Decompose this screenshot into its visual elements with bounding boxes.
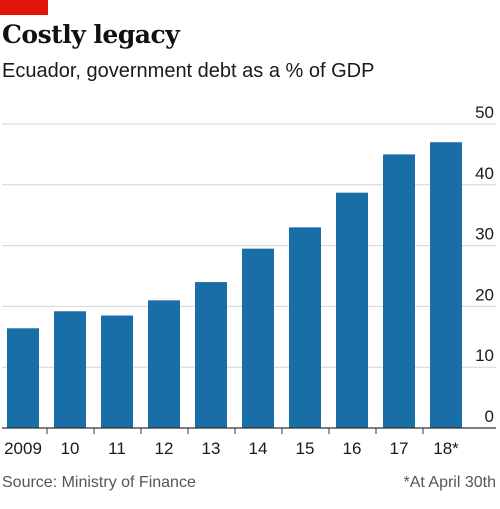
bar (54, 311, 86, 428)
x-tick-label: 13 (202, 439, 221, 458)
source-note: Source: Ministry of Finance (2, 474, 196, 491)
bar (430, 142, 462, 429)
x-tick-label: 2009 (4, 439, 42, 458)
brand-red-tag (0, 0, 48, 15)
y-tick-label: 40 (475, 164, 494, 183)
chart-subtitle: Ecuador, government debt as a % of GDP (2, 60, 375, 82)
bar (148, 300, 180, 428)
y-tick-label: 30 (475, 225, 494, 244)
bar (101, 315, 133, 428)
footnote: *At April 30th (403, 474, 497, 491)
bar (383, 154, 415, 428)
y-tick-label: 20 (475, 285, 494, 304)
x-tick-label: 16 (343, 439, 362, 458)
x-tick-label: 17 (390, 439, 409, 458)
bar (7, 328, 39, 428)
x-tick-label: 10 (61, 439, 80, 458)
y-tick-label: 0 (485, 407, 494, 426)
bar (289, 227, 321, 428)
bar (336, 192, 368, 428)
bar (195, 282, 227, 428)
x-tick-label: 12 (155, 439, 174, 458)
x-tick-label: 14 (249, 439, 268, 458)
y-tick-label: 10 (475, 346, 494, 365)
x-tick-label: 15 (296, 439, 315, 458)
bar (242, 248, 274, 428)
x-tick-label: 18* (433, 439, 459, 458)
chart-title: Costly legacy (2, 20, 180, 49)
x-tick-label: 11 (108, 439, 126, 458)
y-tick-label: 50 (475, 103, 494, 122)
